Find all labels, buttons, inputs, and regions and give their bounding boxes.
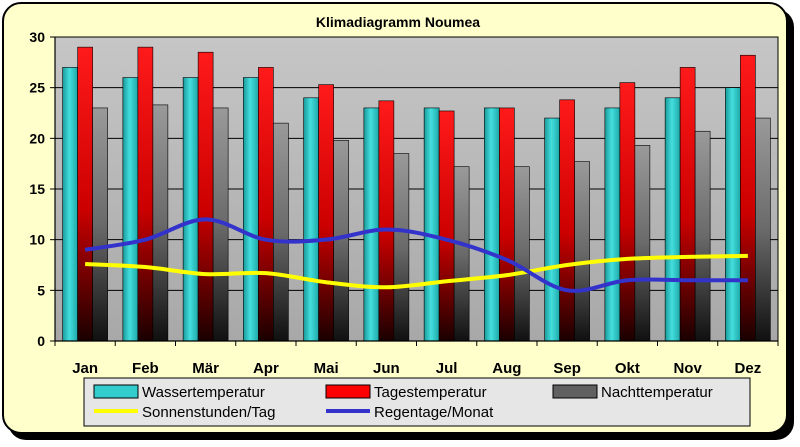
chart-title: Klimadiagramm Noumea	[316, 14, 480, 30]
legend-swatch-tagestemperatur	[325, 384, 371, 399]
bar-wassertemperatur-feb	[122, 77, 139, 342]
legend-swatch-nachttemperatur	[552, 384, 598, 399]
x-tick-label-mai: Mai	[314, 360, 339, 377]
x-tick-label-feb: Feb	[132, 360, 159, 377]
bar-nachttemperatur-jul	[453, 166, 470, 342]
bar-tagestemperatur-aug	[499, 107, 515, 342]
bar-wassertemperatur-aug	[484, 107, 500, 342]
bar-tagestemperatur-mär	[197, 51, 214, 342]
legend-label-regentage-monat: Regentage/Monat	[374, 404, 494, 421]
line-layer	[84, 217, 748, 293]
y-tick-label: 5	[37, 282, 45, 298]
line-regentage-monat	[84, 217, 748, 293]
bar-nachttemperatur-dez	[755, 117, 771, 342]
bar-wassertemperatur-jul	[423, 107, 440, 342]
bar-tagestemperatur-jun	[378, 100, 395, 342]
bar-nachttemperatur-sep	[574, 161, 590, 342]
bar-wassertemperatur-sep	[544, 117, 560, 342]
legend: Wassertemperatur Tagestemperatur Nachttemp…	[83, 377, 751, 427]
bar-nachttemperatur-nov	[694, 130, 711, 342]
x-tick-label-apr: Apr	[253, 360, 279, 377]
bar-tagestemperatur-nov	[679, 67, 696, 342]
x-tick-label-aug: Aug	[492, 360, 521, 377]
bar-tagestemperatur-jan	[77, 46, 93, 342]
x-tick-label-sep: Sep	[553, 360, 581, 377]
bar-tagestemperatur-sep	[559, 99, 575, 342]
bar-tagestemperatur-mai	[318, 84, 334, 342]
y-tick-label: 20	[29, 130, 45, 146]
bar-wassertemperatur-nov	[664, 97, 681, 342]
bar-wassertemperatur-jan	[62, 67, 78, 342]
bar-wassertemperatur-dez	[725, 87, 741, 342]
legend-label-tagestemperatur: Tagestemperatur	[374, 384, 487, 401]
bar-wassertemperatur-jun	[363, 107, 380, 342]
legend-label-wassertemperatur: Wassertemperatur	[142, 384, 265, 401]
y-tick-label: 10	[29, 232, 45, 248]
y-tick-label: 25	[29, 80, 45, 96]
bar-wassertemperatur-mai	[303, 97, 319, 342]
y-tick-label: 15	[29, 181, 45, 197]
x-tick-label-jan: Jan	[72, 360, 98, 377]
legend-swatch-wassertemperatur	[93, 384, 139, 399]
bar-nachttemperatur-jun	[393, 153, 410, 342]
bar-nachttemperatur-feb	[152, 104, 169, 342]
bar-tagestemperatur-okt	[619, 82, 636, 342]
bar-nachttemperatur-aug	[514, 166, 530, 342]
bar-wassertemperatur-mär	[182, 77, 199, 342]
y-tick-label: 30	[29, 29, 45, 45]
axis-layer: 0 5 10 15 20 25 30 Jan Feb Mär Apr Mai Jun Jul Aug Sep O…	[29, 29, 779, 377]
x-tick-label-jun: Jun	[373, 360, 400, 377]
bar-tagestemperatur-dez	[740, 54, 756, 342]
bar-tagestemperatur-feb	[137, 46, 154, 342]
bar-wassertemperatur-okt	[604, 107, 621, 342]
bar-wassertemperatur-apr	[243, 77, 259, 342]
legend-label-nachttemperatur: Nachttemperatur	[601, 384, 713, 401]
bar-nachttemperatur-mai	[333, 140, 349, 342]
line-sonnenstunden-tag	[85, 253, 748, 290]
bar-tagestemperatur-apr	[258, 67, 274, 342]
bar-nachttemperatur-okt	[634, 145, 651, 342]
bar-nachttemperatur-apr	[273, 122, 289, 342]
x-tick-label-jul: Jul	[436, 360, 458, 377]
bar-tagestemperatur-jul	[438, 110, 455, 342]
bar-nachttemperatur-jan	[92, 107, 108, 342]
y-tick-label: 0	[37, 333, 45, 349]
x-tick-label-mär: Mär	[192, 360, 219, 377]
legend-label-sonnenstunden-tag: Sonnenstunden/Tag	[142, 404, 275, 421]
legend-box	[83, 377, 751, 427]
grid-layer	[55, 36, 778, 291]
x-tick-label-dez: Dez	[735, 360, 762, 377]
x-tick-label-okt: Okt	[615, 360, 640, 377]
x-tick-label-nov: Nov	[673, 360, 702, 377]
